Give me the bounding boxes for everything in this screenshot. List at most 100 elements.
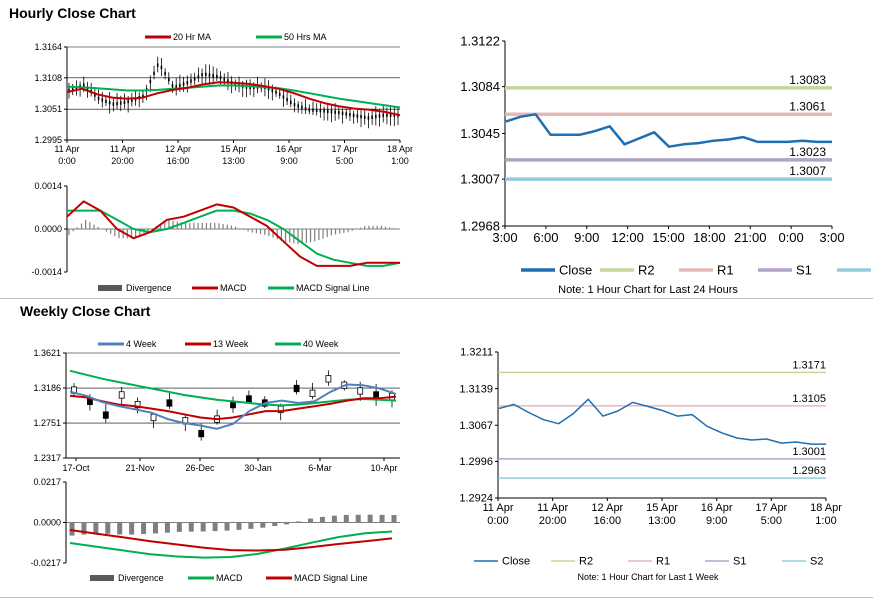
hourly-candle-body	[289, 100, 292, 105]
hourly-price-ytick-label: 1.2995	[34, 135, 62, 145]
hourly-price-xtick-label: 12 Apr	[165, 144, 191, 154]
hourly-legend-divergence: Divergence	[126, 283, 172, 293]
hourly-candle-body	[179, 83, 181, 88]
hourly-candle-body	[349, 112, 351, 117]
hourly-candle-body	[386, 113, 388, 117]
weekly-signal-line	[69, 529, 393, 552]
weekly-divergence-bar	[200, 522, 206, 532]
hourly-candle-body	[393, 113, 396, 117]
weekly-divergence-bar	[308, 518, 314, 523]
hourly-candle-body	[286, 98, 288, 102]
hourly-candle-body	[112, 102, 115, 106]
weekly_pivots-legend-close: Close	[502, 556, 530, 568]
weekly-price-ytick-label: 1.3186	[33, 383, 61, 393]
hourly-candle-body	[193, 77, 196, 81]
hourly-candle-body	[282, 95, 285, 99]
hourly-candle-body	[278, 92, 281, 96]
hourly-price-xtick-label: 9:00	[280, 156, 298, 166]
weekly-divergence-bar	[391, 515, 397, 523]
hourly-legend-20hr-ma: 20 Hr MA	[173, 32, 211, 42]
hourly-candle-body	[375, 114, 377, 119]
weekly-candle-body	[245, 395, 252, 403]
hourly-candle-body	[197, 75, 200, 79]
hourly-candle-body	[367, 116, 370, 120]
hourly-macd-line	[66, 200, 400, 267]
hourly-candle-body	[319, 108, 322, 113]
weekly_pivots-xtick-label: 17 Apr	[755, 502, 787, 514]
weekly-divergence-bar	[93, 522, 99, 534]
hourly-candle-body	[94, 93, 96, 97]
hourly-candle-body	[338, 110, 340, 115]
hourly-price-xtick-label: 20:00	[111, 156, 134, 166]
weekly-divergence-bar	[176, 522, 182, 532]
hourly-candle-body	[223, 77, 226, 81]
hourly-candle-body	[153, 71, 155, 75]
hourly-candle-body	[168, 78, 170, 82]
hourly-candle-body	[293, 103, 296, 107]
hourly-candle-body	[341, 111, 344, 115]
weekly_pivots-xtick-label: 0:00	[487, 515, 508, 527]
hourly-legend-signal: MACD Signal Line	[296, 283, 370, 293]
hourly-price-xtick-label: 5:00	[336, 156, 354, 166]
hourly-candle-body	[275, 90, 277, 94]
hourly-price-xtick-label: 18 Apr	[387, 144, 413, 154]
weekly-price-xtick-label: 6-Mar	[308, 463, 332, 473]
weekly-candle-body	[118, 391, 125, 399]
hourly-section-title: Hourly Close Chart	[9, 5, 136, 21]
weekly_pivots-xtick-label: 12 Apr	[591, 502, 623, 514]
weekly_pivots-ytick-label: 1.3211	[460, 347, 493, 359]
bottom-divider	[0, 597, 873, 598]
hourly-candle-body	[245, 85, 248, 89]
weekly-macd-ytick-label: -0.0217	[30, 558, 61, 568]
hourly_pivots-legend-s1: S1	[796, 262, 812, 277]
section-divider	[0, 298, 873, 299]
weekly-divergence-bar	[152, 522, 158, 534]
hourly-candle-body	[190, 79, 192, 83]
weekly-candle-body	[102, 411, 109, 419]
hourly-macd-ytick-label: -0.0014	[31, 267, 62, 277]
hourly-candle-body	[363, 115, 366, 120]
weekly-macd-ytick-label: 0.0000	[33, 518, 61, 528]
hourly-candle-body	[389, 113, 392, 117]
weekly_pivots-r2-level-label: 1.3171	[792, 359, 826, 371]
hourly-candle-body	[186, 81, 189, 85]
weekly-divergence-bar	[212, 522, 218, 532]
weekly-price-ytick-label: 1.3621	[33, 348, 61, 358]
hourly-candle-body	[326, 109, 329, 113]
hourly_pivots-close-line	[505, 113, 832, 148]
weekly_pivots-legend-s2: S2	[810, 556, 823, 568]
hourly-candle-body	[297, 104, 299, 108]
hourly-candle-body	[227, 79, 229, 83]
weekly-candle-body	[325, 375, 332, 383]
weekly-divergence-bar	[272, 522, 278, 527]
hourly_pivots-xtick-label: 3:00	[819, 230, 844, 245]
weekly_pivots-xtick-label: 16 Apr	[701, 502, 733, 514]
hourly-candle-body	[164, 71, 166, 76]
hourly-candle-body	[108, 101, 111, 105]
weekly-13-week-line	[69, 394, 397, 421]
hourly_pivots-r2-level-label: 1.3083	[789, 73, 826, 87]
weekly-divergence-bar	[224, 522, 230, 531]
weekly_pivots-xtick-label: 16:00	[594, 515, 622, 527]
weekly_pivots-s2-level-label: 1.2963	[792, 465, 826, 477]
weekly-price-ytick-label: 1.2751	[33, 418, 61, 428]
weekly_pivots-xtick-label: 13:00	[648, 515, 676, 527]
hourly-price-ytick-label: 1.3108	[34, 73, 62, 83]
hourly_pivots-legend-r2: R2	[638, 262, 655, 277]
hourly-50hr-ma-line	[66, 84, 401, 109]
hourly_pivots-ytick-label: 1.2968	[460, 218, 500, 233]
hourly-price-xtick-label: 16:00	[167, 156, 190, 166]
hourly-candle-body	[175, 85, 178, 89]
weekly_pivots-xtick-label: 15 Apr	[646, 502, 678, 514]
hourly-candle-body	[334, 110, 336, 114]
hourly-price-ytick-label: 1.3051	[34, 104, 62, 114]
hourly-candle-body	[160, 65, 163, 70]
hourly-signal-line	[67, 209, 401, 267]
weekly-divergence-bar	[284, 522, 290, 525]
weekly-divergence-bar	[355, 514, 361, 523]
weekly_pivots-ytick-label: 1.3139	[459, 383, 493, 395]
hourly-candle-body	[127, 99, 129, 104]
hourly-candle-body	[142, 94, 144, 98]
hourly-candle-body	[378, 114, 381, 118]
